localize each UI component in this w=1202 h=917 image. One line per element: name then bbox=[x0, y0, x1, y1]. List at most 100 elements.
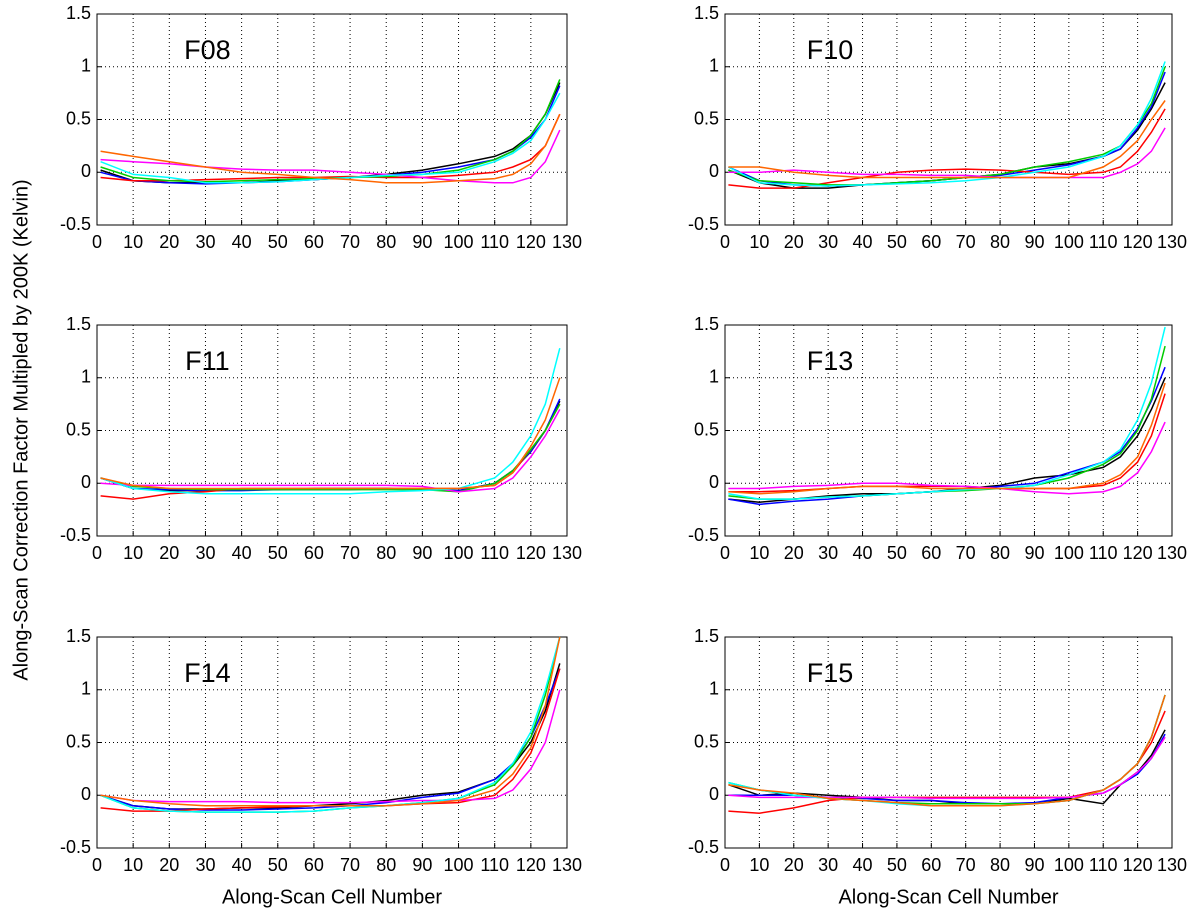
subplot-title: F14 bbox=[184, 658, 231, 688]
x-tick-label: 40 bbox=[853, 232, 873, 252]
series-line bbox=[100, 377, 561, 490]
x-tick-label: 0 bbox=[92, 543, 102, 563]
x-tick-label: 80 bbox=[376, 232, 396, 252]
x-tick-label: 30 bbox=[195, 232, 215, 252]
series-line bbox=[100, 409, 561, 493]
x-tick-label: 50 bbox=[268, 543, 288, 563]
subplot-title: F08 bbox=[184, 35, 231, 65]
x-axis-label: Along-Scan Cell Number bbox=[838, 886, 1058, 908]
x-axis-label: Along-Scan Cell Number bbox=[222, 886, 442, 908]
x-tick-label: 0 bbox=[720, 855, 730, 875]
series-line bbox=[100, 82, 561, 184]
series-line bbox=[728, 71, 1166, 187]
series-line bbox=[100, 636, 561, 807]
x-tick-label: 90 bbox=[1024, 232, 1044, 252]
y-tick-label: 0 bbox=[81, 472, 91, 492]
x-tick-label: 100 bbox=[1054, 232, 1084, 252]
y-tick-label: 0.5 bbox=[694, 108, 719, 128]
x-tick-label: 110 bbox=[1089, 855, 1118, 875]
x-tick-label: 90 bbox=[1024, 855, 1044, 875]
x-tick-label: 70 bbox=[340, 232, 360, 252]
series-line bbox=[728, 100, 1166, 179]
y-axis-label: Along-Scan Correction Factor Multipled b… bbox=[10, 179, 32, 680]
y-tick-label: 0 bbox=[709, 784, 719, 804]
x-tick-label: 0 bbox=[92, 232, 102, 252]
series-line bbox=[728, 127, 1166, 179]
series-line bbox=[728, 66, 1166, 186]
y-tick-label: 1.5 bbox=[694, 626, 719, 646]
series-line bbox=[100, 636, 561, 813]
x-tick-label: 10 bbox=[123, 543, 143, 563]
x-tick-label: 100 bbox=[1054, 855, 1084, 875]
y-tick-label: -0.5 bbox=[60, 837, 91, 857]
x-tick-label: 120 bbox=[1123, 232, 1153, 252]
y-tick-label: -0.5 bbox=[60, 525, 91, 545]
x-tick-label: 60 bbox=[304, 543, 324, 563]
x-tick-label: 110 bbox=[480, 855, 509, 875]
x-tick-label: 10 bbox=[749, 855, 769, 875]
x-tick-label: 110 bbox=[1089, 543, 1118, 563]
x-tick-label: 80 bbox=[990, 855, 1010, 875]
subplot: -0.500.511.50 10 20 30 40 50 60 70 80 90 100 110 120… bbox=[688, 626, 1187, 909]
y-tick-label: -0.5 bbox=[60, 214, 91, 234]
y-tick-label: 0 bbox=[709, 472, 719, 492]
y-tick-label: 0.5 bbox=[694, 731, 719, 751]
x-tick-label: 90 bbox=[412, 543, 432, 563]
series-line bbox=[728, 393, 1166, 493]
x-tick-label: 120 bbox=[516, 232, 546, 252]
subplot: -0.500.511.50 10 20 30 40 50 60 70 80 90 100 110 120… bbox=[60, 314, 582, 563]
x-tick-label: 90 bbox=[412, 855, 432, 875]
x-tick-label: 30 bbox=[195, 543, 215, 563]
y-tick-label: 1 bbox=[81, 679, 91, 699]
plot-frame bbox=[724, 324, 1173, 537]
series-line bbox=[100, 113, 561, 184]
x-tick-label: 90 bbox=[412, 232, 432, 252]
subplot: -0.500.511.50 10 20 30 40 50 60 70 80 90 100 110 120… bbox=[688, 314, 1187, 563]
y-tick-label: -0.5 bbox=[688, 525, 719, 545]
x-tick-label: 10 bbox=[123, 855, 143, 875]
x-tick-label: 130 bbox=[1157, 543, 1187, 563]
series-line bbox=[728, 421, 1166, 495]
subplot-title: F15 bbox=[807, 658, 854, 688]
x-tick-label: 130 bbox=[1157, 855, 1187, 875]
y-tick-label: 1 bbox=[81, 367, 91, 387]
x-tick-label: 110 bbox=[480, 232, 509, 252]
y-tick-label: 0 bbox=[81, 784, 91, 804]
x-tick-label: 130 bbox=[552, 543, 582, 563]
x-tick-label: 80 bbox=[990, 232, 1010, 252]
x-tick-label: 0 bbox=[92, 855, 102, 875]
x-tick-label: 0 bbox=[720, 232, 730, 252]
plot-frame bbox=[724, 13, 1173, 226]
y-tick-label: 1 bbox=[81, 56, 91, 76]
x-tick-label: 120 bbox=[1123, 543, 1153, 563]
x-tick-label: 20 bbox=[159, 232, 179, 252]
x-tick-label: 40 bbox=[232, 855, 252, 875]
x-tick-label: 80 bbox=[990, 543, 1010, 563]
y-tick-label: 1.5 bbox=[694, 314, 719, 334]
y-tick-label: 1.5 bbox=[694, 3, 719, 23]
x-tick-label: 100 bbox=[444, 855, 474, 875]
series-line bbox=[100, 348, 561, 495]
series-line bbox=[728, 382, 1166, 495]
y-tick-label: 0.5 bbox=[66, 731, 91, 751]
subplot: -0.500.511.50 10 20 30 40 50 60 70 80 90 100 110 120… bbox=[688, 3, 1187, 252]
y-tick-label: -0.5 bbox=[688, 214, 719, 234]
x-tick-label: 40 bbox=[853, 855, 873, 875]
x-tick-label: 20 bbox=[159, 543, 179, 563]
x-tick-label: 120 bbox=[1123, 855, 1153, 875]
y-tick-label: 1.5 bbox=[66, 314, 91, 334]
x-tick-label: 0 bbox=[720, 543, 730, 563]
x-tick-label: 120 bbox=[516, 855, 546, 875]
x-tick-label: 10 bbox=[123, 232, 143, 252]
series-line bbox=[728, 694, 1166, 807]
x-tick-label: 80 bbox=[376, 543, 396, 563]
y-tick-label: 1.5 bbox=[66, 626, 91, 646]
x-tick-label: 60 bbox=[921, 543, 941, 563]
y-tick-label: 1 bbox=[709, 679, 719, 699]
x-tick-label: 50 bbox=[887, 855, 907, 875]
x-tick-label: 80 bbox=[376, 855, 396, 875]
y-tick-label: 0 bbox=[709, 161, 719, 181]
x-tick-label: 20 bbox=[784, 232, 804, 252]
x-tick-label: 20 bbox=[784, 543, 804, 563]
